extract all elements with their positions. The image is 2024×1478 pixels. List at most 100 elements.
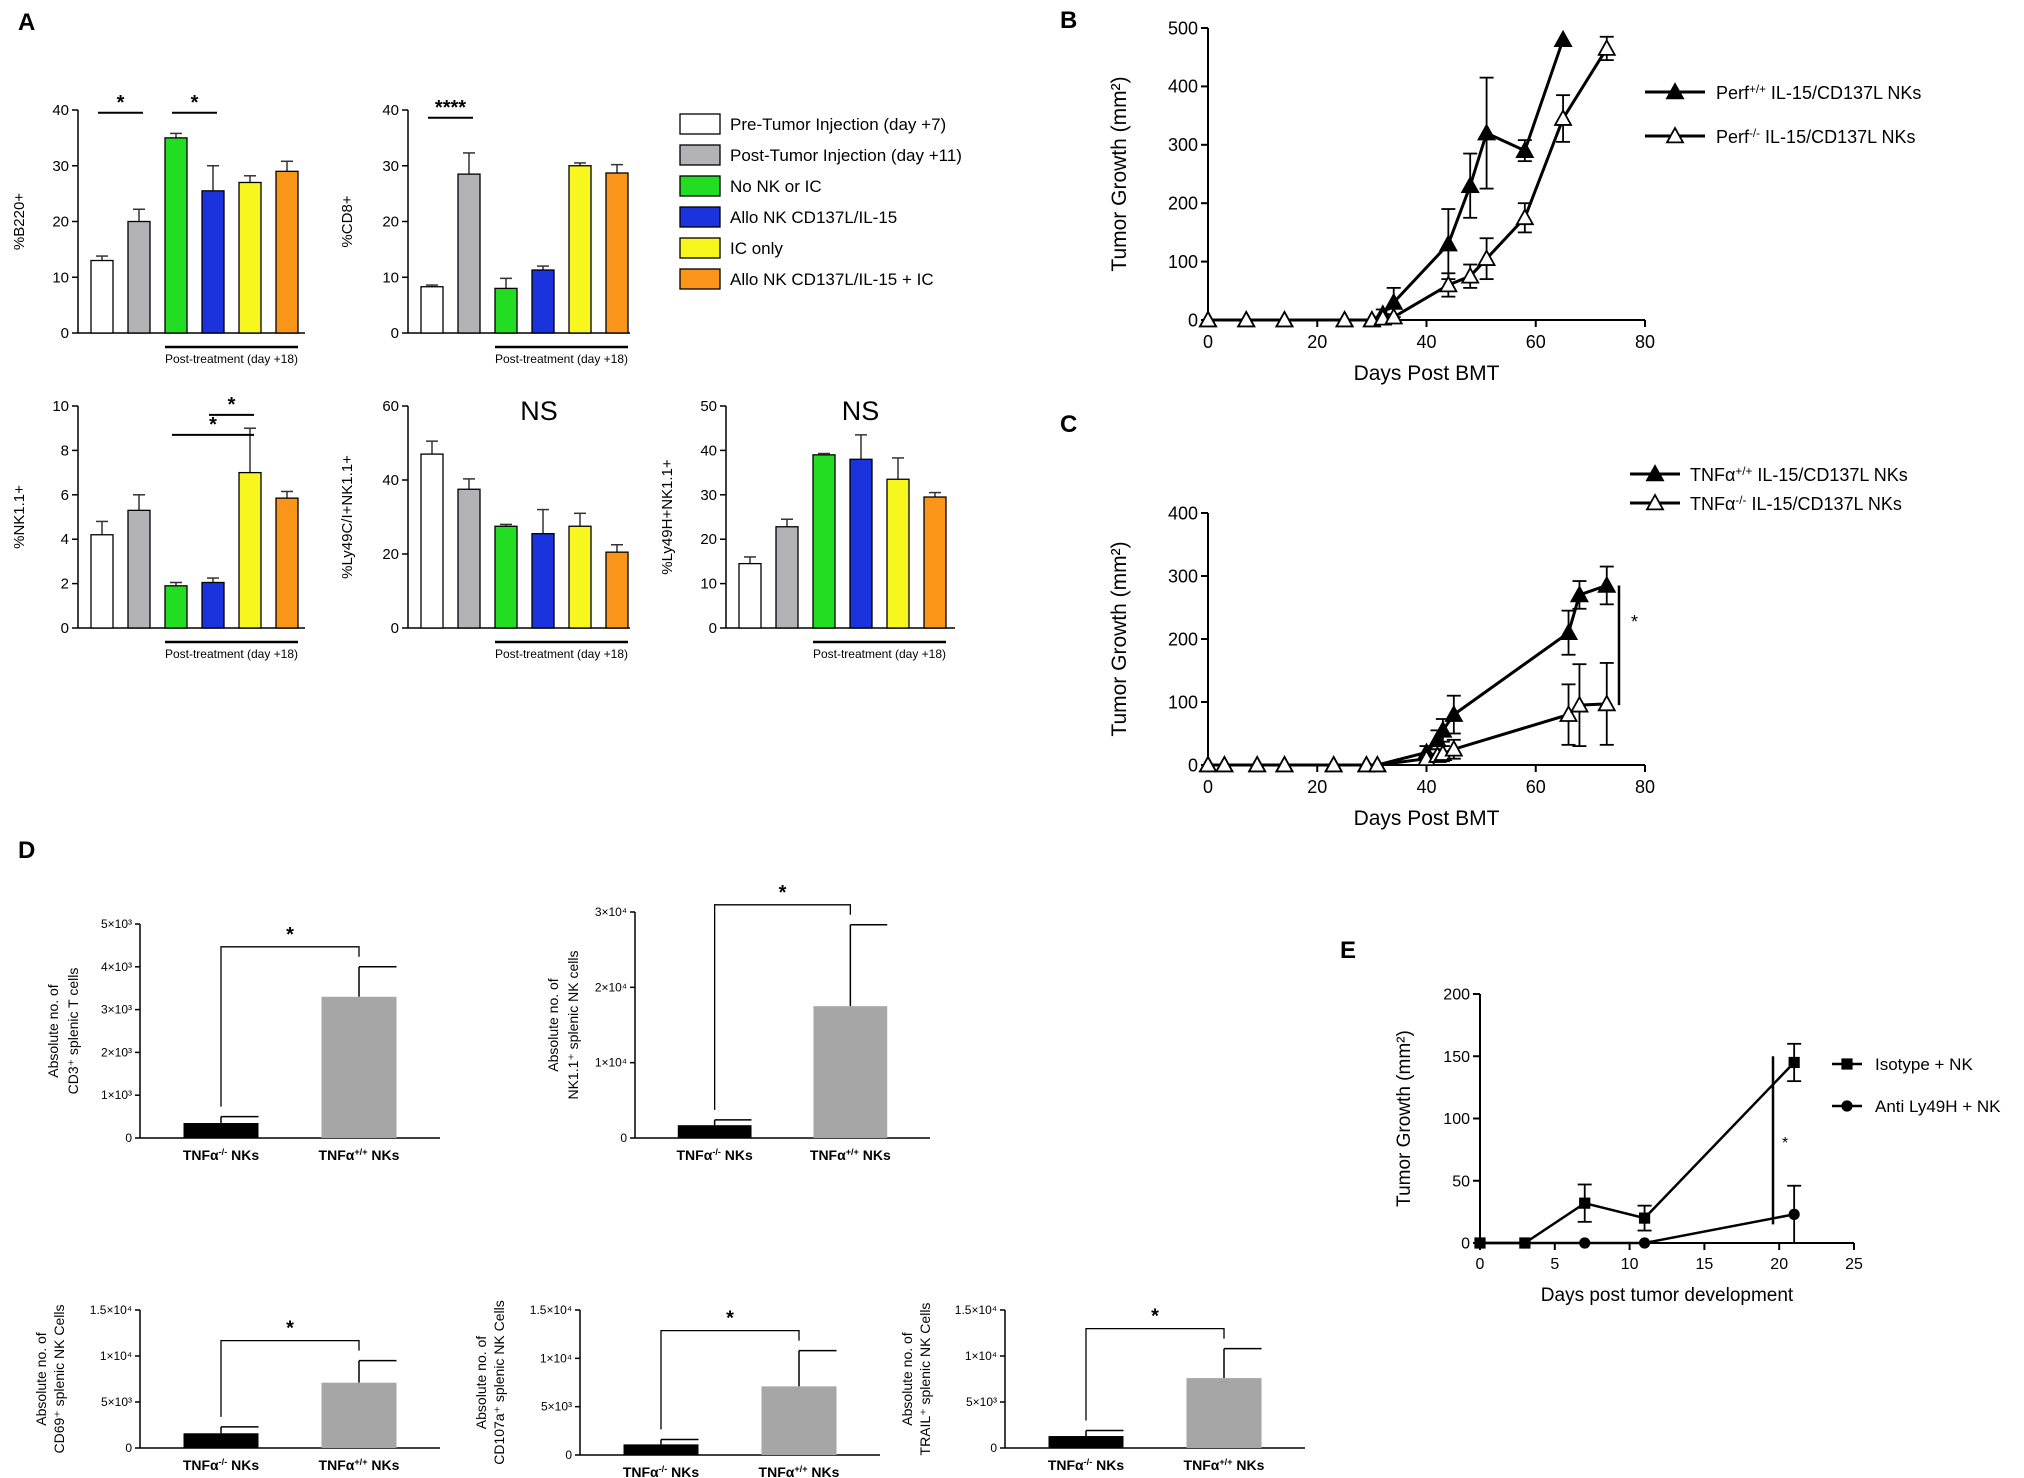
legend-label: Perf+/+ IL-15/CD137L NKs: [1716, 83, 1921, 104]
series-line: [1480, 1061, 1796, 1245]
y-tick-label: 20: [382, 546, 399, 563]
bar: [238, 471, 262, 629]
y-axis-label: %Ly49H+NK1.1+: [659, 459, 676, 575]
bar: [775, 526, 799, 629]
bar: [761, 1386, 837, 1455]
significance-bracket: [220, 1339, 360, 1417]
bar: [127, 220, 151, 334]
data-point: [1198, 310, 1218, 328]
chart-d5: 0 5×10³ 1×10⁴ 1.5×10⁴ Absolute no. of TRAIL⁺ …: [899, 1303, 1305, 1456]
x-tick-label: 0: [1203, 332, 1213, 352]
y-tick-label: 200: [1168, 194, 1198, 214]
y-axis-label: CD107a⁺ splenic NK Cells: [491, 1300, 507, 1465]
y-tick-label: 0: [620, 1131, 627, 1145]
data-point: [1645, 464, 1665, 482]
x-axis-label: Days Post BMT: [1354, 362, 1500, 385]
chart-a5: 0 10 20 30 40 50 %Ly49H+NK1.1+ Post-treatment (…: [659, 396, 955, 661]
bar: [623, 1444, 699, 1455]
data-point: [1460, 175, 1480, 193]
y-axis-label: Absolute no. of: [899, 1332, 915, 1426]
panel-letter-b: B: [1060, 7, 1077, 34]
bracket-label: Post-treatment (day +18): [165, 647, 298, 661]
y-axis-label: TRAIL⁺ splenic NK Cells: [917, 1303, 933, 1456]
y-tick-label: 5×10³: [966, 1395, 997, 1409]
data-point: [1788, 1208, 1800, 1220]
bar: [605, 172, 629, 334]
data-point: [1335, 310, 1355, 328]
panel-letter-e: E: [1340, 937, 1356, 964]
category-label: TNFα+/+ NKs: [759, 1464, 840, 1478]
significance-label: *: [286, 1318, 294, 1340]
y-axis-label: NK1.1⁺ splenic NK cells: [565, 950, 581, 1099]
bar: [90, 259, 114, 334]
series-line: [1208, 584, 1608, 767]
data-point: [1788, 1056, 1800, 1069]
y-tick-label: 3×10³: [101, 1003, 132, 1017]
y-tick-label: 1.5×10⁴: [530, 1303, 572, 1317]
bar: [677, 1125, 752, 1138]
data-point: [1597, 694, 1617, 712]
data-point: [1367, 755, 1387, 773]
bar: [494, 287, 518, 334]
y-tick-label: 4×10³: [101, 960, 132, 974]
data-point: [1274, 755, 1295, 773]
data-point: [1579, 1237, 1591, 1249]
y-tick-label: 20: [700, 531, 717, 548]
y-tick-label: 5×10³: [541, 1400, 572, 1414]
data-point: [1579, 1197, 1591, 1209]
bar: [275, 497, 299, 629]
y-tick-label: 20: [382, 214, 399, 231]
data-point: [1553, 29, 1573, 47]
significance-label: *: [1782, 1135, 1788, 1152]
legend-label: Allo NK CD137L/IL-15: [730, 208, 897, 227]
legend-label: TNFα+/+ IL-15/CD137L NKs: [1690, 465, 1908, 486]
data-point: [1638, 1212, 1651, 1224]
legend-swatch: [679, 237, 721, 259]
data-point: [1460, 266, 1480, 284]
bar: [321, 996, 397, 1138]
chart-a1: 0 10 20 30 40 %B220+ Post-treatment (day +18) *…: [11, 92, 305, 366]
y-tick-label: 8: [61, 442, 69, 459]
x-tick-label: 80: [1635, 332, 1655, 352]
panel-letter-a: A: [18, 9, 35, 36]
y-tick-label: 0: [1188, 755, 1198, 775]
x-tick-label: 40: [1416, 777, 1436, 797]
category-label: TNFα+/+ NKs: [810, 1147, 891, 1163]
legend-label: Perf-/- IL-15/CD137L NKs: [1716, 127, 1915, 148]
bar: [568, 165, 592, 334]
y-tick-label: 50: [700, 398, 717, 415]
y-tick-label: 0: [990, 1441, 997, 1455]
data-point: [1515, 207, 1535, 226]
significance-bracket: [714, 904, 851, 1110]
y-tick-label: 300: [1168, 566, 1198, 586]
data-point: [1236, 310, 1256, 328]
panel-letter-c: C: [1060, 411, 1077, 438]
y-axis-label: Tumor Growth (mm²): [1108, 76, 1131, 271]
x-tick-label: 10: [1621, 1256, 1639, 1273]
data-point: [1841, 1058, 1853, 1070]
bar: [183, 1123, 259, 1138]
y-tick-label: 0: [125, 1441, 132, 1455]
data-point: [1438, 275, 1458, 293]
data-point: [1638, 1237, 1651, 1249]
y-tick-label: 30: [382, 158, 399, 175]
y-tick-label: 0: [125, 1131, 132, 1145]
y-tick-label: 0: [1461, 1236, 1470, 1253]
y-tick-label: 500: [1168, 18, 1198, 38]
legend-label: IC only: [730, 239, 783, 258]
data-point: [1597, 575, 1617, 593]
category-label: TNFα-/- NKs: [183, 1147, 260, 1163]
bar: [164, 137, 188, 334]
y-tick-label: 40: [52, 102, 69, 119]
bar: [238, 181, 262, 334]
y-tick-label: 10: [382, 269, 399, 286]
y-tick-label: 2: [61, 576, 69, 593]
bar: [1186, 1378, 1262, 1448]
bracket-label: Post-treatment (day +18): [165, 352, 298, 366]
bar: [457, 488, 481, 629]
y-axis-label: CD3⁺ splenic T cells: [65, 968, 81, 1095]
bar: [812, 454, 836, 629]
legend-label: TNFα-/- IL-15/CD137L NKs: [1690, 494, 1902, 515]
y-tick-label: 2×10⁴: [595, 980, 627, 994]
chart-c: 0 20 40 60 80 0 100 200 300 400 Days Post BMT Tumor…: [1108, 464, 1680, 830]
